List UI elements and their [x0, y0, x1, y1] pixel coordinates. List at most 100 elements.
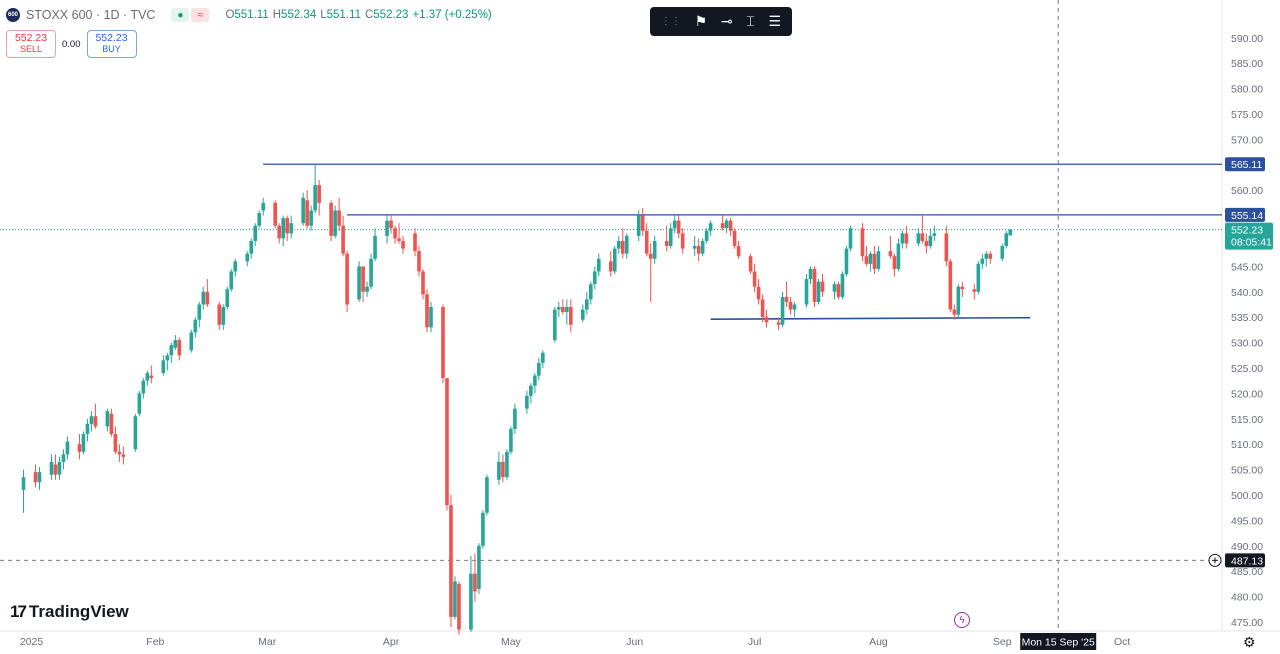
candle-body [708, 223, 713, 231]
candle-body [820, 281, 825, 292]
candle [816, 279, 821, 305]
candle [473, 553, 477, 602]
candle-body [65, 441, 70, 455]
settings-gear-icon[interactable]: ⚙ [1243, 634, 1256, 650]
candle [752, 263, 757, 292]
candle [513, 403, 517, 435]
tradingview-logo[interactable]: 17 TradingView [10, 602, 129, 622]
candle-body [333, 210, 337, 236]
candle-body [624, 235, 629, 254]
current-price-tag-bg [1225, 222, 1273, 250]
candle-body [692, 246, 697, 249]
candle [932, 225, 937, 241]
candle [672, 215, 677, 234]
candle [557, 301, 561, 318]
line-width-icon[interactable]: ⌶ [746, 13, 755, 29]
candle [780, 291, 785, 328]
resistance-high-tag: 565.11 [1225, 157, 1265, 172]
candle-body [469, 573, 473, 630]
resistance-tag-text: 555.14 [1231, 210, 1263, 222]
candle [193, 317, 198, 338]
candle-body [229, 271, 234, 290]
candle-body [616, 240, 621, 249]
candle [313, 164, 317, 214]
settings-list-icon[interactable]: ☰ [768, 13, 782, 29]
candle [960, 281, 965, 297]
drag-handle-icon[interactable]: ⋮⋮ [660, 16, 681, 27]
candle-body [165, 355, 170, 361]
symbol-title[interactable]: STOXX 600 · 1D · TVC [26, 8, 156, 22]
y-tick-label: 570.00 [1231, 134, 1263, 146]
candle-body [720, 223, 725, 229]
candle [21, 469, 26, 513]
eye-icon[interactable]: ● [171, 8, 190, 22]
candle [453, 576, 457, 620]
wave-icon[interactable]: ≈ [191, 8, 210, 22]
candle-body [780, 296, 785, 325]
sell-button[interactable]: 552.23 SELL [6, 30, 56, 58]
candle-body [668, 228, 673, 247]
x-tick-label: Jun [626, 636, 643, 648]
candle [788, 296, 793, 315]
candle-body [700, 240, 705, 254]
candle-body [121, 454, 126, 457]
crosshair-date-tag-bg [1020, 633, 1097, 650]
flag-template-icon[interactable]: ⚑ [694, 13, 708, 29]
candle-body [736, 246, 741, 257]
candle-body [61, 454, 66, 462]
lightning-icon[interactable]: ϟ [954, 612, 970, 628]
candle-body [956, 286, 961, 315]
y-tick-label: 525.00 [1231, 363, 1263, 375]
candle [221, 304, 226, 330]
candle-body [57, 461, 62, 475]
candle [868, 251, 873, 272]
candle-body [620, 240, 625, 254]
candle-body [457, 583, 461, 630]
y-tick-label: 545.00 [1231, 261, 1263, 273]
candle [57, 456, 62, 480]
candle-body [369, 258, 373, 287]
candle [77, 434, 82, 460]
candle-body [485, 477, 489, 513]
buy-button[interactable]: 552.23 BUY [86, 30, 137, 58]
candle [648, 243, 653, 302]
resistance-tag-bg [1225, 207, 1265, 222]
candle [864, 246, 869, 267]
candle-body [313, 185, 317, 211]
candle [924, 233, 929, 254]
candle [720, 215, 725, 231]
candle [289, 215, 293, 239]
tradingview-mark-icon: 17 [10, 602, 27, 621]
candle-body [804, 279, 809, 305]
candle [561, 299, 565, 315]
candle [585, 291, 589, 315]
candle-body [988, 253, 993, 259]
candle [972, 284, 977, 300]
candle-body [137, 393, 142, 414]
candle-body [37, 472, 42, 483]
candle-body [317, 185, 321, 203]
candle-body [149, 375, 154, 379]
candle-body [644, 230, 649, 254]
candle [505, 449, 509, 480]
candle [141, 378, 146, 399]
candle-body [928, 235, 933, 247]
line-style-icon[interactable]: ⊸ [720, 13, 733, 29]
candle-body [980, 258, 985, 264]
candle [501, 454, 505, 483]
candle [640, 207, 645, 236]
candle [896, 238, 901, 272]
candle-body [752, 271, 757, 287]
candle-body [748, 256, 753, 272]
y-tick-label: 485.00 [1231, 566, 1263, 578]
candle [393, 225, 397, 244]
candle [892, 253, 897, 277]
y-tick-label: 580.00 [1231, 84, 1263, 96]
crosshair-price-text: 487.13 [1231, 555, 1263, 567]
candle-body [1000, 246, 1005, 259]
candle-body [808, 268, 813, 280]
candle-body [373, 235, 377, 259]
candle [692, 235, 697, 257]
candle [449, 494, 453, 628]
